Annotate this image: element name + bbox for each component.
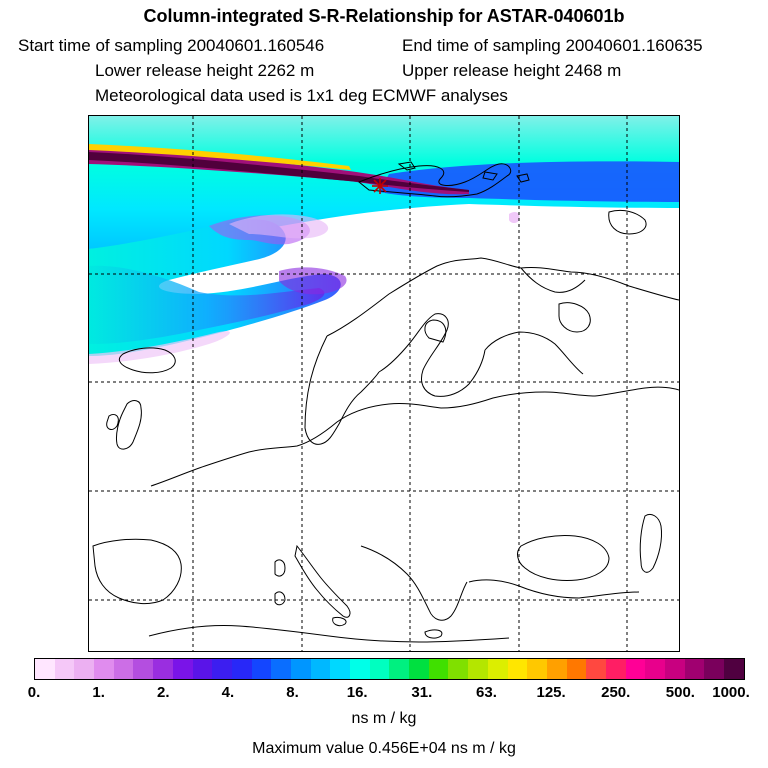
map-canvas: [89, 116, 679, 651]
italy: [294, 544, 351, 618]
colorbar-segment: [212, 659, 232, 679]
graticule: [89, 116, 679, 651]
colorbar-tick-label: 1000.: [712, 684, 750, 701]
sampling-end-time: End time of sampling 20040601.160635: [402, 36, 703, 55]
iberia: [92, 538, 182, 605]
western-plume-inner: [89, 265, 325, 344]
release-point-star-icon: [372, 178, 388, 194]
turkey-coast: [468, 579, 640, 599]
colorbar-segment: [409, 659, 429, 679]
pink-fringe-lower: [89, 331, 230, 364]
colorbar-tick-label: 500.: [665, 684, 695, 701]
coastlines: [92, 161, 679, 643]
maximum-value-label: Maximum value 0.456E+04 ns m / kg: [252, 740, 516, 757]
colorbar-segment: [54, 659, 75, 679]
lower-release-height: Lower release height 2262 m: [95, 61, 315, 80]
colorbar-segment: [330, 659, 350, 679]
colorbar-segment: [605, 659, 626, 679]
continental-coast: [150, 386, 679, 487]
colorbar-segment: [527, 659, 547, 679]
upper-release-height: Upper release height 2468 m: [402, 61, 622, 80]
arctic-plume-core: [89, 152, 469, 192]
colorbar-segment: [290, 659, 311, 679]
colorbar-tick-label: 8.: [286, 684, 299, 701]
colorbar-segment: [507, 659, 528, 679]
colorbar-segment: [271, 659, 291, 679]
colorbar-segment: [35, 659, 55, 679]
colorbar-segment: [350, 659, 370, 679]
colorbar-tick-label: 16.: [346, 684, 368, 701]
colorbar-segment: [448, 659, 469, 679]
arctic-plume-edge: [89, 144, 351, 170]
norway-west-coast: [304, 335, 380, 445]
colorbar-segment: [566, 659, 587, 679]
colorbar-tick-label: 250.: [601, 684, 631, 701]
colorbar-segment: [192, 659, 213, 679]
colorbar-segment: [586, 659, 606, 679]
colorbar-tick-label: 31.: [411, 684, 433, 701]
colorbar-segment: [704, 659, 725, 679]
colorbar-tick-label: 4.: [221, 684, 235, 701]
meteorological-data-note: Meteorological data used is 1x1 deg ECMW…: [95, 86, 508, 105]
map-panel: [88, 115, 680, 652]
colorbar-tick-label: 63.: [476, 684, 497, 701]
colorbar-unit-label: ns m / kg: [351, 710, 417, 727]
colorbar-segment: [74, 659, 95, 679]
kola-coast: [520, 267, 586, 293]
colorbar-segment: [172, 659, 193, 679]
colorbar-segment: [684, 659, 705, 679]
svalbard-coast: [358, 163, 512, 198]
sampling-start-time: Start time of sampling 20040601.160546: [18, 36, 325, 55]
colorbar-segment: [94, 659, 114, 679]
gulf-of-bothnia: [424, 319, 447, 343]
colorbar-segment: [133, 659, 154, 679]
colorbar-segment: [487, 659, 508, 679]
colorbar-segment: [468, 659, 488, 679]
plot-title: Column-integrated S-R-Relationship for A…: [143, 6, 625, 26]
scandinavia-coast: [326, 257, 679, 337]
colorbar-segment: [665, 659, 685, 679]
colorbar: [34, 658, 745, 680]
colorbar-segment: [310, 659, 331, 679]
eastern-pink-patch: [509, 212, 520, 223]
white-sea: [558, 302, 591, 333]
colorbar-segment: [251, 659, 272, 679]
balkans: [360, 545, 468, 621]
concentration-field: [89, 116, 679, 364]
caspian-sea: [639, 513, 662, 573]
iceland-coast: [118, 347, 176, 374]
colorbar-segment: [625, 659, 646, 679]
colorbar-segment: [389, 659, 410, 679]
black-sea: [517, 535, 610, 581]
colorbar-tick-label: 1.: [92, 684, 105, 701]
mediterranean-islands: [274, 559, 443, 639]
colorbar-segment: [546, 659, 567, 679]
colorbar-segment: [231, 659, 252, 679]
colorbar-segment: [369, 659, 390, 679]
colorbar-tick-label: 0.: [27, 684, 41, 701]
colorbar-segment: [153, 659, 173, 679]
finland-coast: [484, 331, 584, 375]
british-isles: [106, 400, 142, 450]
colorbar-segment: [428, 659, 449, 679]
svalbard-islands: [397, 161, 530, 183]
colorbar-tick-label: 2.: [157, 684, 170, 701]
pink-wisp: [229, 214, 329, 239]
north-africa-coast: [148, 625, 510, 643]
colorbar-segment: [113, 659, 134, 679]
colorbar-segment: [724, 659, 744, 679]
colorbar-tick-label: 125.: [536, 684, 566, 701]
colorbar-segment: [645, 659, 665, 679]
novaya-zemlya: [608, 209, 647, 235]
baltic-coast: [378, 313, 486, 397]
